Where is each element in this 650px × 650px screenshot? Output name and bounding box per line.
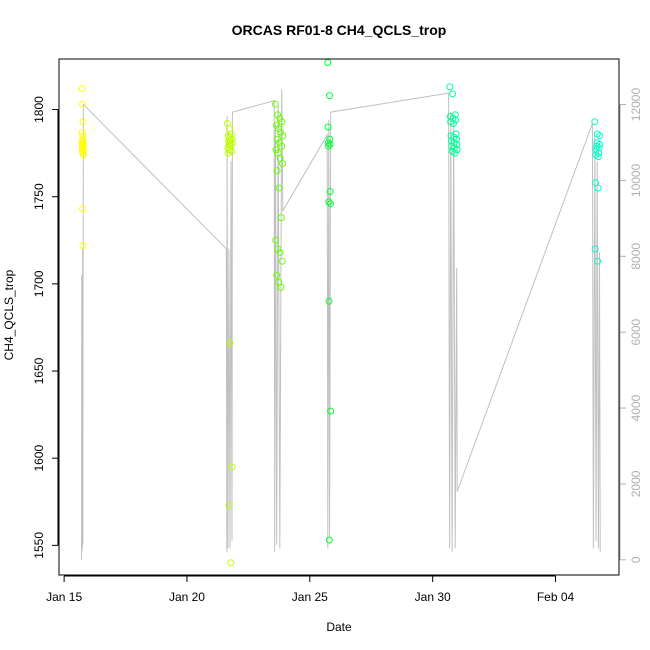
- data-point-rf04: [325, 142, 333, 150]
- data-point-rf01: [79, 132, 87, 140]
- y2-tick-label: 10000: [629, 163, 643, 197]
- data-point-rf03: [276, 114, 284, 122]
- data-point-rf02: [227, 559, 235, 567]
- data-point-rf06: [594, 257, 602, 265]
- data-point-rf03: [275, 125, 282, 133]
- data-point-rf03: [276, 249, 284, 256]
- altitude-trace-line: [81, 89, 601, 560]
- data-point-rf04: [325, 297, 333, 305]
- data-point-rf03: [273, 271, 281, 279]
- data-point-rf04: [326, 92, 333, 100]
- data-point-rf01: [78, 85, 86, 93]
- x-tick-label: Jan 30: [415, 590, 451, 604]
- data-point-rf02: [224, 144, 232, 152]
- data-point-rf02: [224, 149, 232, 157]
- data-point-rf03: [271, 100, 279, 108]
- data-point-rf03: [273, 167, 281, 175]
- y-tick-label: 1600: [32, 445, 46, 472]
- data-point-rf02: [228, 135, 236, 143]
- data-point-rf04: [324, 59, 332, 66]
- x-tick-label: Jan 25: [292, 590, 328, 604]
- data-point-rf01: [78, 128, 86, 136]
- data-point-rf02: [228, 139, 236, 147]
- data-point-rf04: [325, 198, 333, 206]
- data-point-rf06: [594, 184, 602, 192]
- data-point-rf04: [327, 407, 335, 415]
- data-point-rf01: [79, 151, 87, 159]
- altitude-trace: [81, 89, 601, 560]
- data-point-rf03: [277, 283, 285, 291]
- data-point-rf03: [277, 128, 285, 136]
- data-point-rf02: [225, 140, 233, 148]
- data-point-rf03: [272, 121, 280, 129]
- data-point-rf03: [278, 118, 286, 126]
- data-point-rf06: [596, 132, 604, 140]
- data-point-rf03: [272, 236, 280, 244]
- data-point-rf03: [275, 139, 283, 147]
- data-point-rf05: [451, 149, 459, 157]
- y2-tick-label: 8000: [629, 243, 643, 270]
- data-point-rf02: [227, 137, 234, 145]
- data-point-rf01: [79, 118, 87, 126]
- y2-tick-label: 2000: [629, 470, 643, 497]
- data-point-rf02: [226, 339, 234, 347]
- data-point-rf03: [273, 135, 281, 143]
- y2-tick-label: 0: [629, 556, 643, 563]
- data-point-rf03: [279, 132, 287, 140]
- x-tick-label: Jan 20: [169, 590, 205, 604]
- data-point-rf03: [274, 111, 282, 119]
- plot-frame: [58, 58, 620, 576]
- data-point-rf04: [326, 188, 334, 195]
- data-point-rf02: [228, 463, 236, 471]
- data-point-rf04: [324, 123, 332, 131]
- data-point-rf01: [79, 100, 87, 108]
- data-point-rf05: [449, 90, 457, 98]
- data-point-rf06: [591, 245, 599, 253]
- data-point-rf03: [278, 257, 286, 265]
- y-tick-label: 1700: [32, 270, 46, 297]
- x-tick-label: Jan 15: [46, 590, 82, 604]
- data-point-rf02: [225, 501, 233, 509]
- axes: Jan 15 Jan 20 Jan 25 Jan 30 Feb 04 1550 1600 16…: [32, 58, 643, 604]
- data-point-rf05: [451, 111, 459, 119]
- data-point-rf02: [226, 146, 234, 154]
- y2-tick-label: 4000: [629, 394, 643, 421]
- data-point-rf06: [591, 118, 599, 126]
- data-point-rf01: [79, 242, 87, 249]
- data-point-rf03: [272, 146, 280, 154]
- data-point-rf04: [326, 140, 334, 148]
- data-point-rf05: [446, 83, 454, 91]
- y2-tick-label: 12000: [629, 88, 643, 122]
- x-axis-label: Date: [326, 620, 352, 634]
- data-point-rf05: [449, 120, 457, 127]
- chart-title: ORCAS RF01-8 CH4_QCLS_trop: [232, 22, 447, 38]
- y-tick-label: 1650: [32, 357, 46, 384]
- data-point-rf03: [278, 142, 286, 150]
- data-point-rf02: [228, 147, 236, 155]
- y-tick-label: 1550: [32, 532, 46, 559]
- data-point-rf04: [325, 536, 333, 544]
- data-point-rf03: [277, 214, 285, 222]
- data-point-rf02: [227, 142, 235, 150]
- y-tick-label: 1750: [32, 183, 46, 210]
- data-point-rf01: [79, 205, 86, 213]
- y-tick-label: 1800: [32, 96, 46, 123]
- data-point-rf04: [324, 139, 332, 147]
- y2-tick-label: 6000: [629, 319, 643, 346]
- data-point-rf04: [327, 200, 334, 208]
- x-tick-label: Feb 04: [537, 590, 575, 604]
- data-point-rf04: [326, 135, 334, 143]
- y-axis-label: CH4_QCLS_trop: [2, 269, 16, 360]
- data-point-rf03: [275, 184, 283, 192]
- data-points: [78, 59, 604, 567]
- data-point-rf03: [274, 245, 282, 253]
- data-point-rf06: [594, 153, 602, 161]
- data-point-rf03: [279, 160, 286, 168]
